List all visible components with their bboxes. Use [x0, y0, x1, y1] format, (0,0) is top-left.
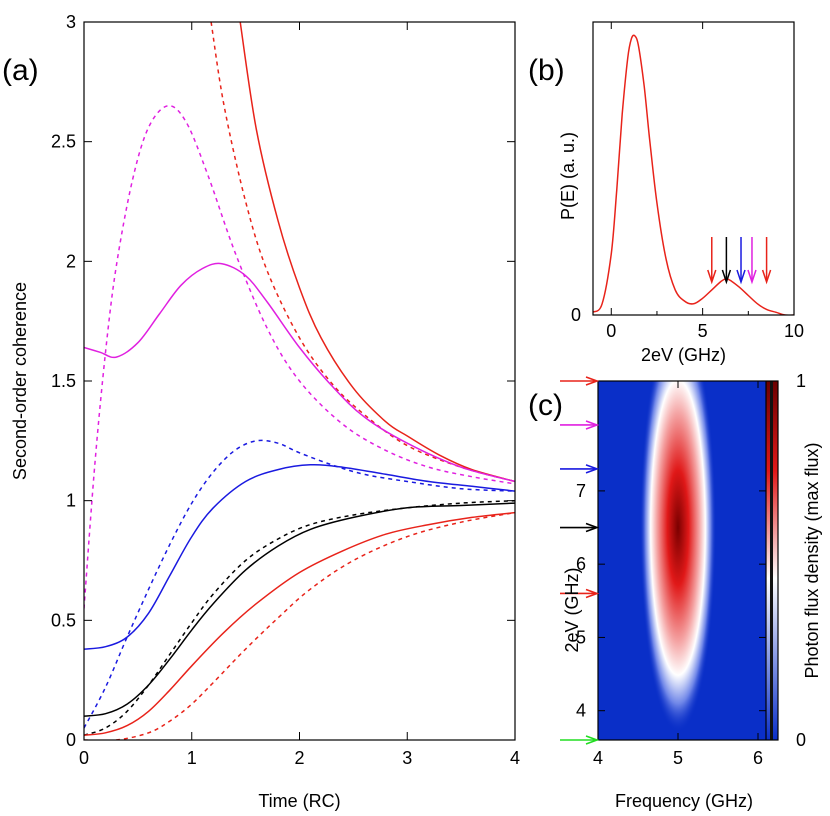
- heatmap-area: [598, 381, 766, 740]
- x-tick-label: 2: [294, 748, 304, 768]
- marker-arrow-head: [585, 376, 600, 386]
- y-axis-label: 2eV (GHz): [562, 567, 582, 652]
- series-line: [593, 34, 794, 315]
- y-tick-label: 6: [576, 554, 586, 574]
- x-axis-label: Frequency (GHz): [615, 791, 753, 811]
- x-axis-label: 2eV (GHz): [641, 345, 726, 365]
- panel-b: 0 5 10 0 2eV (GHz) P(E) (a. u.) (b): [528, 21, 804, 365]
- marker-arrow-head: [585, 522, 600, 533]
- x-tick-label: 5: [673, 748, 683, 768]
- marker-arrow-head: [585, 735, 600, 745]
- marker-arrow-head: [585, 464, 600, 474]
- marker-arrow-head: [707, 269, 717, 285]
- colorbar-edge: [770, 381, 773, 740]
- x-tick-label: 6: [753, 748, 763, 768]
- x-tick-label: 4: [510, 748, 520, 768]
- series-line: [84, 105, 515, 609]
- x-tick-label: 5: [698, 321, 708, 341]
- plot-area-b: [593, 34, 794, 315]
- y-tick-label: 0: [66, 730, 76, 750]
- series-line: [84, 502, 515, 717]
- panel-a: 0 1 2 3 4 0 0.5 1 1.5 2 2.5 3 Time (RC) Second-order …: [2, 12, 520, 811]
- marker-arrow-head: [747, 269, 757, 285]
- y-tick-label: 4: [576, 701, 586, 721]
- y-axis-label: P(E) (a. u.): [558, 132, 578, 220]
- axes-frame: [597, 380, 779, 741]
- y-tick-label: 0: [571, 305, 581, 325]
- series-line: [210, 22, 515, 483]
- x-tick-label: 4: [593, 748, 603, 768]
- y-tick-label: 2: [66, 251, 76, 271]
- y-tick-label: 7: [576, 481, 586, 501]
- series-line: [84, 499, 515, 736]
- panel-label-b: (b): [528, 54, 565, 87]
- panel-label-c: (c): [528, 389, 563, 422]
- y-tick-label: 1.5: [51, 371, 76, 391]
- x-tick-label: 3: [402, 748, 412, 768]
- y-tick-label: 5: [576, 627, 586, 647]
- y-axis-label: Second-order coherence: [10, 282, 30, 480]
- panel-c: 4 5 6 4 5 6 7 0 1 Photon flux density (max flux) F…: [528, 371, 822, 811]
- x-tick-label: 10: [784, 321, 804, 341]
- series-line: [84, 463, 515, 650]
- marker-arrow-head: [761, 269, 772, 285]
- series-line: [239, 22, 515, 483]
- heatmap-peak: [640, 381, 716, 733]
- y-tick-label: 1: [66, 491, 76, 511]
- series-line: [84, 262, 515, 483]
- plot-area-a: [84, 22, 515, 740]
- colorbar-label: Photon flux density (max flux): [802, 442, 822, 678]
- colorbar-tick-label: 1: [796, 371, 806, 391]
- x-tick-label: 0: [79, 748, 89, 768]
- x-tick-label: 1: [187, 748, 197, 768]
- series-line: [84, 511, 515, 740]
- y-tick-label: 0.5: [51, 610, 76, 630]
- y-tick-label: 3: [66, 12, 76, 32]
- marker-arrow-head: [585, 420, 600, 430]
- series-line: [84, 439, 515, 729]
- panel-label-a: (a): [2, 54, 39, 87]
- x-axis-label: Time (RC): [258, 791, 340, 811]
- x-tick-label: 0: [606, 321, 616, 341]
- y-tick-label: 2.5: [51, 132, 76, 152]
- colorbar-tick-label: 0: [796, 730, 806, 750]
- marker-arrow-head: [721, 269, 732, 285]
- series-line: [84, 511, 515, 736]
- marker-arrow-head: [736, 269, 746, 285]
- marker-arrow-head: [585, 588, 600, 599]
- axes-frame: [592, 21, 795, 316]
